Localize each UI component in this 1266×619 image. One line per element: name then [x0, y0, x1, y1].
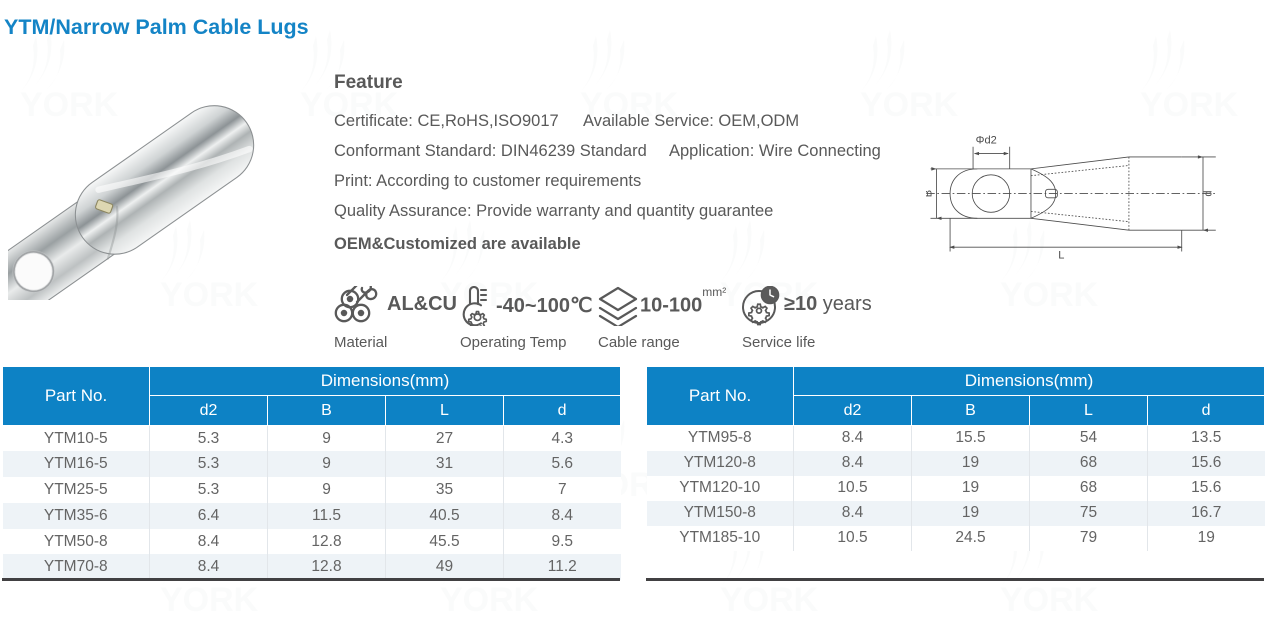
- svg-text:B: B: [926, 190, 934, 197]
- svg-text:L: L: [1058, 249, 1064, 260]
- svg-text:d: d: [1203, 190, 1215, 196]
- svg-text:Φd2: Φd2: [976, 134, 997, 146]
